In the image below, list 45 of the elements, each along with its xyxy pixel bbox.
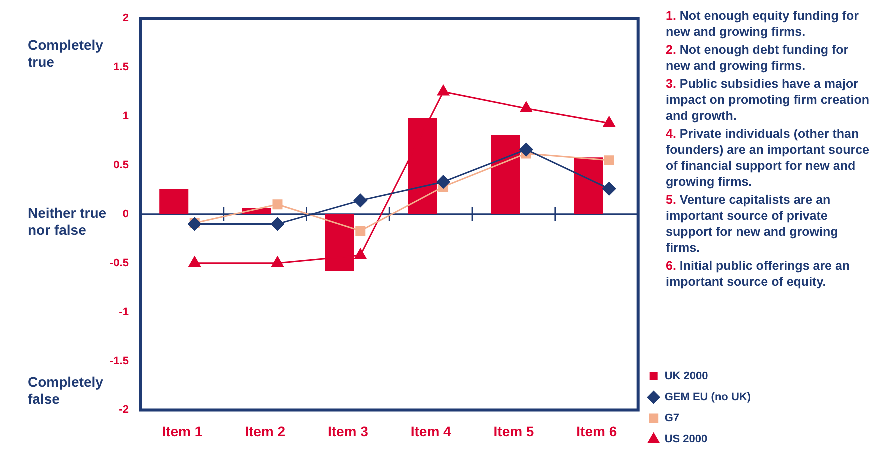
text: 6. Initial public offerings are an important source of equity. [666,258,852,290]
point [354,248,367,260]
x-tick-label: Item 3 [328,423,369,440]
point [188,217,202,231]
text: 3. Public subsidies have a major impact on promoting firm creation and growth. [666,76,870,124]
x-tick-label: Item 2 [245,423,286,440]
point [603,116,616,128]
point [436,175,450,189]
text: Neither true nor false [28,205,108,240]
point [520,143,534,157]
y-tick-label: 1 [122,110,129,123]
y-tick-label: 0 [122,208,129,220]
point [604,156,614,166]
bar [160,188,189,214]
point [602,182,616,196]
y-tick-label: 2 [122,12,129,25]
legend-label: US 2000 [664,434,708,446]
y-tick-label: -2 [119,404,129,416]
bar [408,118,438,214]
legend-label: G7 [664,412,680,425]
text: 2. Not enough debt funding for new and growing firms. [666,42,850,74]
text: Completely true [28,36,104,71]
legend-label: UK 2000 [664,370,708,383]
x-tick-label: Item 5 [494,423,534,440]
x-tick-label: Item 6 [576,423,618,440]
y-tick-label: -1.5 [110,355,129,368]
x-tick-label: Item 1 [162,423,203,440]
x-tick-label: Item 4 [410,423,452,440]
text: 1. Not enough equity funding for new and growing firms. [666,8,860,40]
text: 4. Private individuals (other than founders) are an important source of financial support for new and growing firms. [666,126,870,190]
point [354,194,368,208]
text: Completely false [28,374,104,408]
y-tick-label: -1 [119,306,129,318]
text: 5. Venture capitalists are an important source of private support for new and growing firms. [666,192,840,256]
y-tick-label: 0.5 [114,159,129,172]
point [356,226,366,236]
y-tick-label: -0.5 [110,257,129,270]
point [272,200,283,210]
point [188,256,201,268]
legend-label: GEM EU (no UK) [664,392,752,404]
bar [491,135,520,214]
point [270,217,284,231]
bar [574,158,604,214]
y-tick-label: 1.5 [114,62,129,74]
point [272,256,284,268]
